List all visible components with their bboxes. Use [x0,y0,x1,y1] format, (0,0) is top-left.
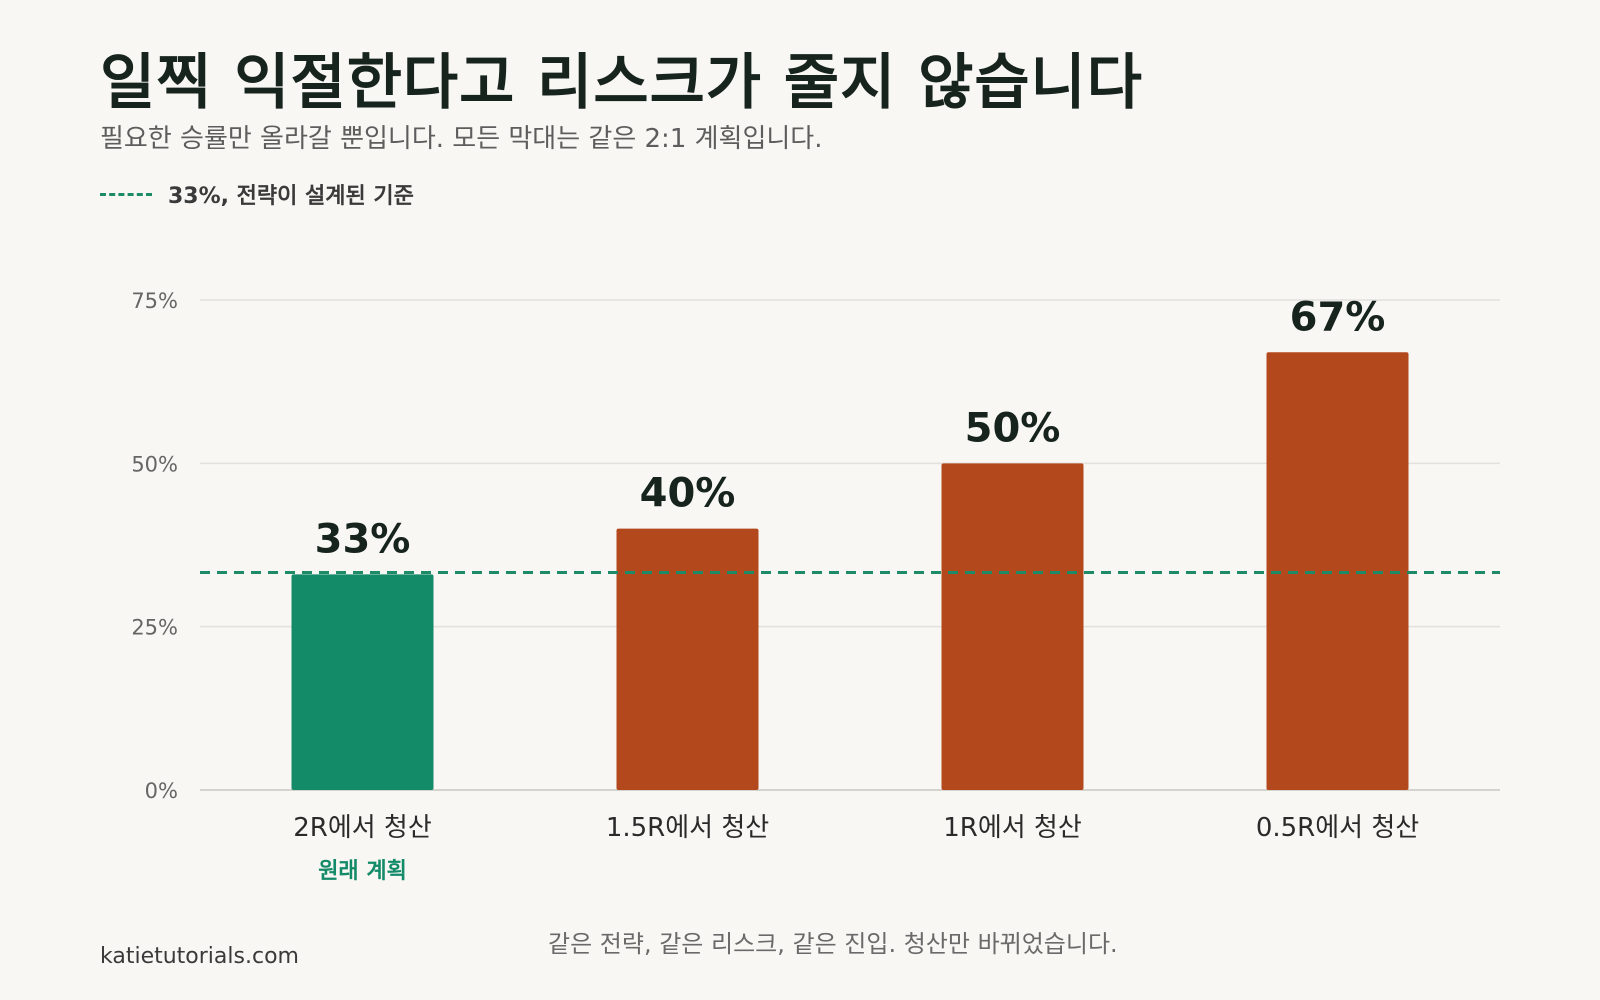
y-tick-label: 75% [131,289,178,313]
chart-title: 일찍 익절한다고 리스크가 줄지 않습니다 [100,48,1143,118]
bar [616,528,759,790]
footnote: 같은 전략, 같은 리스크, 같은 진입. 청산만 바뀌었습니다. [548,930,1118,958]
data-label: 67% [1290,294,1386,340]
chart-subtitle: 필요한 승률만 올라갈 뿐입니다. 모든 막대는 같은 2:1 계획입니다. [100,124,823,154]
data-label: 33% [315,516,411,562]
legend: 33%, 전략이 설계된 기준 [100,178,414,210]
source-credit: katietutorials.com [100,944,299,969]
x-tick-label: 0.5R에서 청산 [1256,813,1419,843]
bar-highlighted [291,574,434,790]
x-tick-label: 2R에서 청산 [293,813,432,843]
bar [1266,352,1409,790]
legend-label: 33%, 전략이 설계된 기준 [168,184,414,209]
bar [941,463,1084,790]
y-tick-label: 50% [131,452,178,476]
y-tick-label: 0% [145,779,178,803]
data-label: 50% [965,405,1061,451]
y-tick-label: 25% [131,616,178,640]
x-tick-label: 1.5R에서 청산 [606,813,769,843]
data-label: 40% [640,471,736,517]
legend-dashed-line-swatch [100,192,152,196]
x-tick-label: 1R에서 청산 [943,813,1082,843]
x-tick-sublabel: 원래 계획 [318,859,407,884]
